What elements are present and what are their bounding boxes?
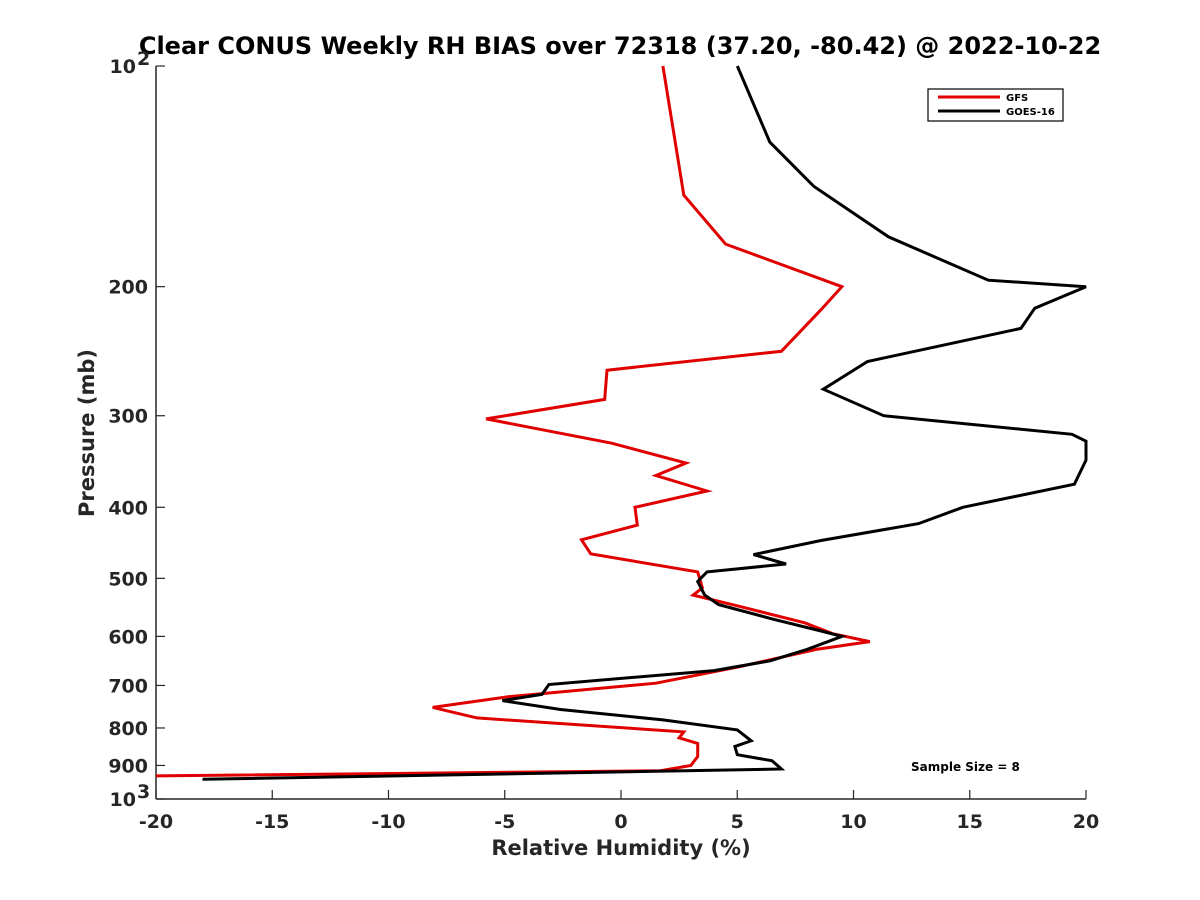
y-tick-label: 200 (108, 277, 148, 299)
x-tick-label: 20 (1073, 811, 1099, 833)
legend-label-goes16: GOES-16 (1006, 107, 1055, 118)
x-axis-label: Relative Humidity (%) (491, 836, 750, 860)
series-line-goes16 (202, 65, 1088, 781)
legend-box (927, 88, 1064, 122)
legend-label-gfs: GFS (1006, 93, 1028, 104)
sample-size-annotation: Sample Size = 8 (911, 760, 1020, 774)
y-tick-label: 400 (108, 497, 148, 519)
x-tick-label: 5 (731, 811, 744, 833)
y-tick-label: 700 (108, 675, 148, 697)
x-tick-label: -10 (371, 811, 405, 833)
plot-area: -20 -15 -10 -5 0 5 10 15 20 10 220030040050060070… (108, 48, 1099, 833)
y-tick-label: 600 (108, 626, 148, 648)
x-tick-label: 0 (614, 811, 627, 833)
series-line-gfs (155, 65, 871, 778)
y-axis-label: Pressure (mb) (75, 349, 99, 517)
x-ticks: -20 -15 -10 -5 0 5 10 15 20 (139, 790, 1099, 833)
y-tick-label: 10 (110, 789, 136, 811)
y-tick-label: 500 (108, 568, 148, 590)
chart-title: Clear CONUS Weekly RH BIAS over 72318 (3… (139, 32, 1101, 60)
x-tick-label: -20 (139, 811, 173, 833)
x-tick-label: 10 (840, 811, 866, 833)
x-tick-label: -5 (494, 811, 515, 833)
y-tick-label: 300 (108, 406, 148, 428)
y-tick-label: 800 (108, 718, 148, 740)
y-tick-exponent: 2 (137, 48, 150, 70)
x-tick-label: 15 (957, 811, 983, 833)
legend: GFS GOES-16 (927, 88, 1064, 122)
y-tick-label: 10 (110, 56, 136, 78)
series-group (155, 65, 1088, 781)
y-tick-exponent: 3 (137, 781, 150, 803)
y-tick-label: 900 (108, 755, 148, 777)
x-tick-label: -15 (255, 811, 289, 833)
